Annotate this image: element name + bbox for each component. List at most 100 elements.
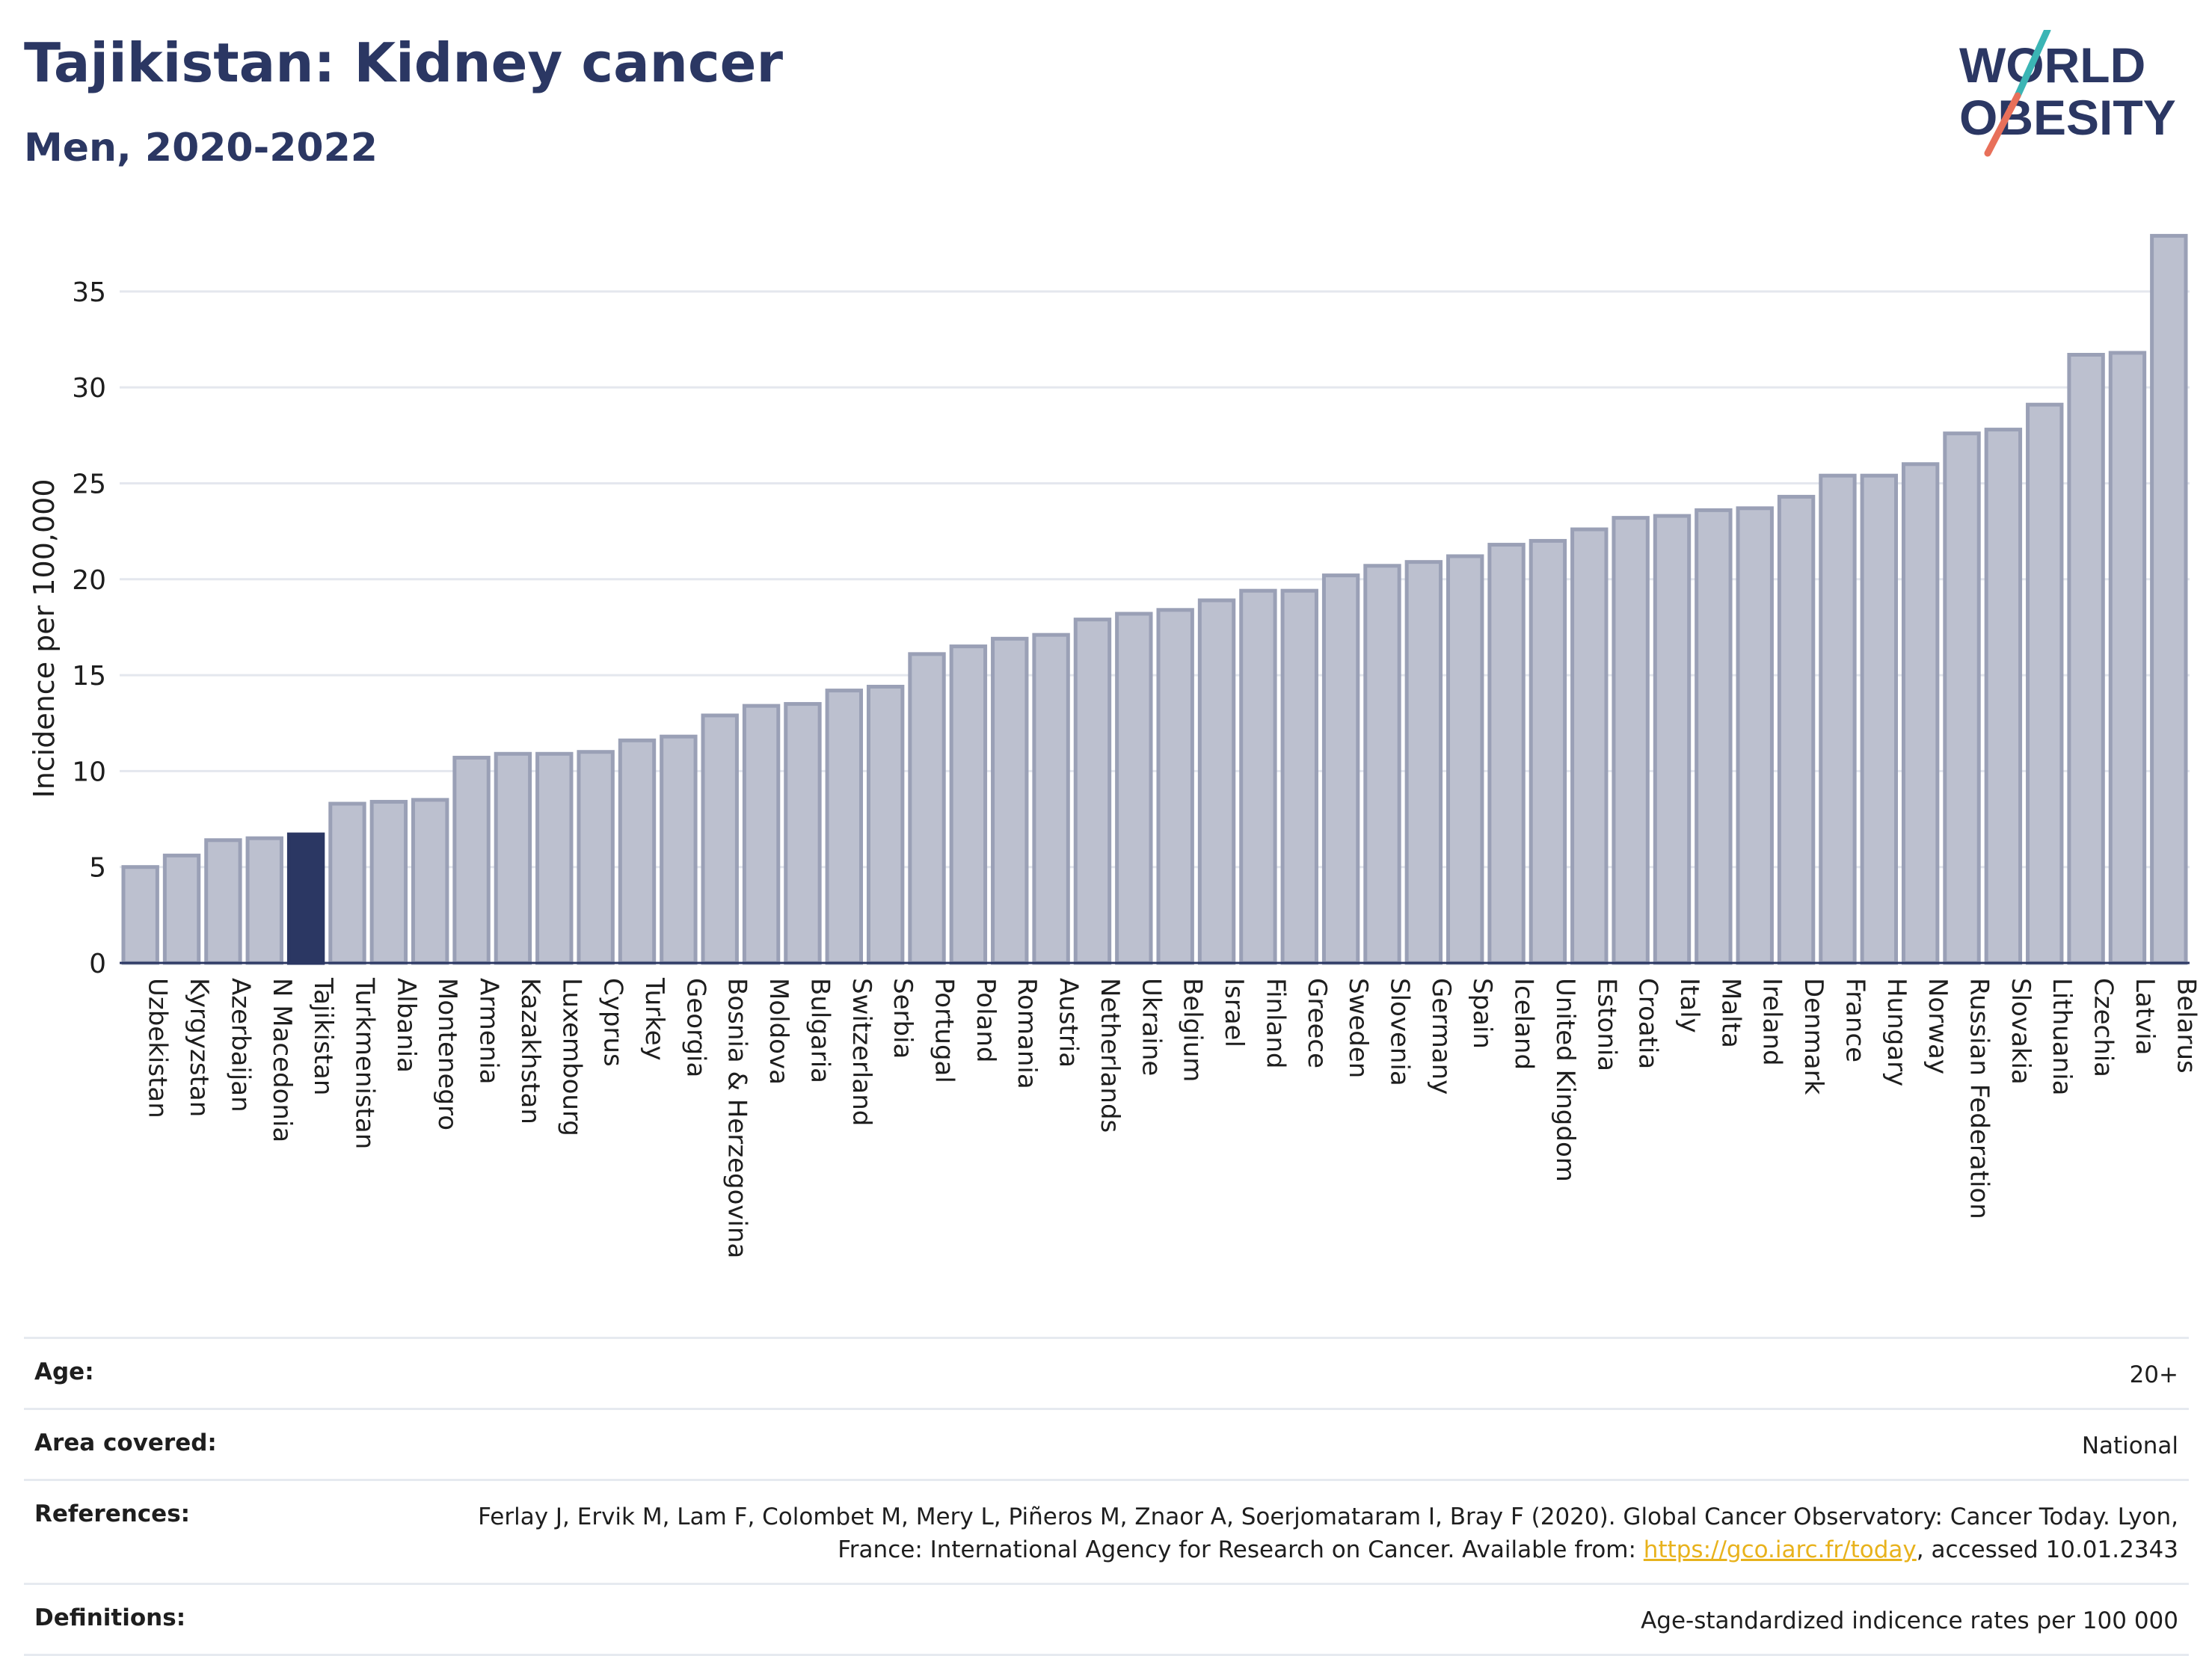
area-label: Area covered: [34,1429,217,1456]
info-row-area: Area covered: National [24,1408,2189,1479]
world-obesity-logo: WORLD OBESITY [1959,30,2176,157]
x-tick-label: Ireland [1757,978,1787,1066]
x-tick-label: Netherlands [1095,978,1125,1133]
x-tick-label: Denmark [1798,978,1828,1095]
bar-sweden [1321,573,1360,965]
y-tick-label: 20 [72,565,106,596]
bar-azerbaijan [204,838,242,965]
bar-armenia [452,755,491,965]
x-tick-label: Bulgaria [805,978,835,1083]
bar-croatia [1612,516,1650,965]
bar-slovakia [1984,428,2023,965]
bar-belarus [2150,233,2188,965]
info-row-definitions: Definitions: Age-standardized indicence … [24,1583,2189,1656]
x-tick-label: Finland [1260,978,1290,1069]
bar-denmark [1777,494,1816,965]
chart-title: Tajikistan: Kidney cancer [24,31,783,94]
x-tick-label: United Kingdom [1550,978,1580,1182]
x-tick-label: Ukraine [1136,978,1166,1076]
bar-portugal [908,652,946,965]
x-tick-label: Sweden [1343,978,1373,1078]
x-tick-label: Germany [1426,978,1456,1095]
bar-greece [1280,588,1318,965]
area-value: National [2081,1432,2178,1459]
x-tick-label: Luxembourg [556,978,586,1136]
bar-serbia [866,684,905,965]
logo-word-world: WORLD [1959,37,2145,93]
y-tick-label: 15 [72,661,106,692]
y-tick-label: 10 [72,757,106,787]
bar-spain [1446,554,1484,965]
bar-united-kingdom [1529,538,1567,965]
y-tick-label: 25 [72,469,106,499]
x-tick-label: Moldova [764,978,793,1085]
info-row-age: Age: 20+ [24,1337,2189,1408]
bar-n-macedonia [245,836,283,965]
logo-word-obesity: OBESITY [1959,90,2176,145]
definitions-value: Age-standardized indicence rates per 100… [1641,1607,2178,1634]
x-tick-label: Malta [1715,978,1745,1048]
chart-bars [121,233,2188,965]
x-tick-label: Azerbaijan [225,978,255,1112]
bar-france [1819,473,1857,965]
x-tick-label: Montenegro [432,978,462,1130]
bar-luxembourg [535,751,574,965]
bar-belgium [1156,608,1194,965]
x-tick-label: Turkmenistan [349,977,379,1149]
bar-iceland [1487,543,1526,965]
x-tick-label: Turkey [639,977,669,1061]
bar-cyprus [577,750,615,965]
x-tick-label: Israel [1219,978,1249,1047]
y-tick-label: 30 [72,373,106,404]
references-accessed: , accessed 10.01.2343 [1916,1536,2178,1563]
references-value: Ferlay J, Ervik M, Lam F, Colombet M, Me… [458,1500,2178,1566]
chart-subtitle: Men, 2020-2022 [24,126,378,170]
bar-moldova [742,704,781,965]
bar-switzerland [825,689,863,965]
bar-estonia [1570,527,1609,965]
info-table: Age: 20+ Area covered: National Referenc… [24,1337,2189,1656]
x-tick-label: Slovenia [1384,978,1414,1086]
bar-israel [1197,598,1236,965]
logo-slash-coral [1984,92,2021,157]
x-tick-label: Estonia [1591,978,1621,1071]
bar-uzbekistan [121,865,159,965]
x-tick-label: Poland [971,978,1001,1063]
bar-germany [1404,560,1443,965]
x-tick-label: Russian Federation [1964,978,1994,1219]
bar-finland [1239,588,1277,965]
x-tick-label: Italy [1674,978,1704,1033]
x-tick-label: Serbia [888,978,918,1059]
bar-czechia [2067,353,2105,965]
x-tick-label: Romania [1012,978,1042,1089]
references-link[interactable]: https://gco.iarc.fr/today [1643,1536,1917,1563]
x-tick-label: Croatia [1633,978,1663,1069]
bar-montenegro [411,798,449,965]
x-tick-label: Kyrgyzstan [184,978,214,1117]
x-tick-label: Spain [1467,978,1497,1049]
bar-albania [369,799,408,965]
x-tick-label: Iceland [1509,978,1539,1070]
x-tick-label: Latvia [2130,978,2160,1056]
x-tick-label: Uzbekistan [143,978,173,1118]
y-tick-label: 5 [89,853,106,884]
x-tick-label: Belgium [1178,978,1208,1082]
bar-italy [1653,514,1692,965]
bar-russian-federation [1943,431,1981,965]
bar-bulgaria [784,702,822,965]
y-tick-label: 0 [89,949,106,979]
x-tick-label: Albania [391,978,421,1073]
x-tick-label: Norway [1923,978,1953,1074]
bar-chart: 0 5 10 15 20 25 30 35 Uzbekistan Kyrgyzstan Azerb… [28,233,2201,1258]
bar-turkey [618,738,657,965]
y-axis-ticks: 0 5 10 15 20 25 30 35 [72,277,106,979]
x-tick-label: Portugal [930,978,959,1083]
info-row-references: References: Ferlay J, Ervik M, Lam F, Co… [24,1479,2189,1583]
x-tick-label: Tajikistan [308,977,338,1095]
x-tick-label: Armenia [474,978,504,1085]
bar-austria [1032,632,1070,965]
x-tick-label: Kazakhstan [515,978,545,1124]
bar-tajikistan [286,832,325,965]
x-tick-label: Georgia [681,978,710,1077]
x-tick-label: Greece [1302,978,1332,1068]
